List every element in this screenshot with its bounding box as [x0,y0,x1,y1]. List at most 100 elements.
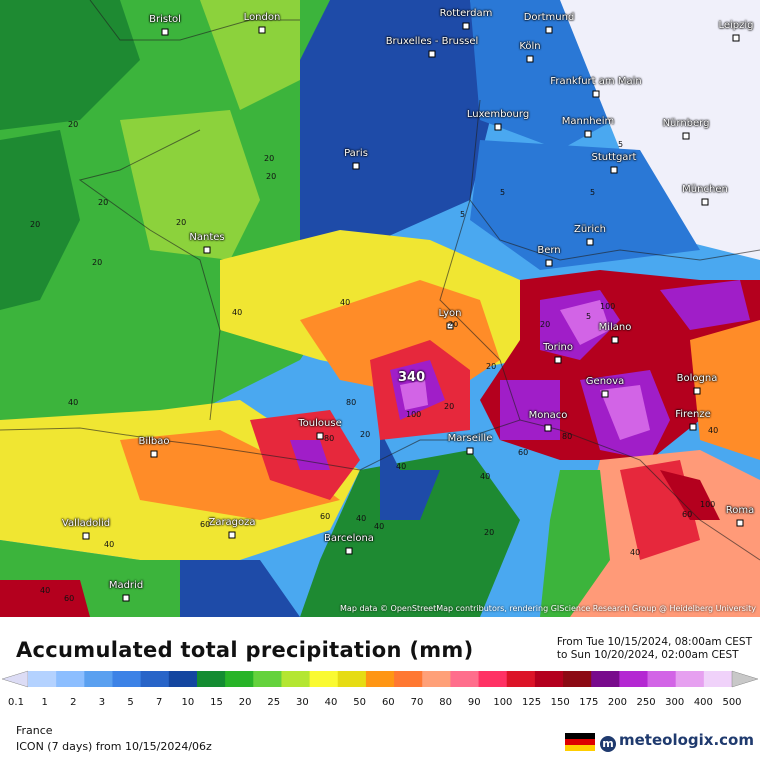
contour-value-label: 5 [618,140,624,149]
zone-violet-genova [600,385,650,440]
border-line-3 [359,419,760,561]
time-period: From Tue 10/15/2024, 08:00am CEST to Sun… [557,636,752,662]
region-name: France [16,724,53,737]
contour-value-label: 60 [682,510,693,519]
contour-value-label: 20 [30,220,41,229]
zone-purple-lombardia [660,280,750,330]
city-label: Nürnberg [662,118,710,129]
contour-value-label: 40 [40,586,51,595]
chart-title: Accumulated total precipitation (mm) [16,638,474,662]
city-label: Firenze [675,409,711,420]
city-marker [682,132,690,140]
legend-swatch [309,671,339,687]
zone-blue-switzerland [470,140,700,270]
border-line-5 [439,199,521,421]
legend-tick-label: 100 [493,697,513,708]
city-marker [446,322,454,330]
legend-swatch [422,671,451,687]
legend-tick-label: 175 [579,697,599,708]
zone-dark-green-mediterranean [300,450,520,617]
legend-swatch [84,671,113,687]
city-marker [203,246,211,254]
contour-value-label: 40 [68,398,79,407]
city-label: Madrid [108,580,144,591]
contour-value-label: 20 [448,320,459,329]
legend-tick-label: 20 [238,697,252,708]
legend-swatch [365,671,395,687]
contour-value-label: 80 [346,398,357,407]
brand-globe-icon: m [600,736,616,752]
legend-tick-label: 7 [156,697,163,708]
city-label: Toulouse [298,418,342,429]
city-marker [228,531,236,539]
contour-value-label: 20 [264,154,275,163]
legend-tick-label: 90 [467,697,481,708]
city-marker [352,162,360,170]
city-marker [494,123,502,131]
city-label: Rotterdam [439,8,493,19]
zone-dark-blue-gulf [380,430,440,520]
city-label: Bruxelles - Brussel [385,36,479,47]
city-marker [161,28,169,36]
city-label: Mannheim [561,116,615,127]
peak-value-label: 340 [398,370,426,385]
contour-value-label: 100 [406,410,422,419]
legend-tick-label: 150 [550,697,570,708]
city-marker [345,547,353,555]
city-marker [545,26,553,34]
city-marker [545,259,553,267]
legend-tick-label: 2 [70,697,77,708]
contour-value-label: 20 [176,218,187,227]
legend-swatch [56,671,85,687]
contour-value-label: 40 [374,522,385,531]
contour-value-label: 60 [320,512,331,521]
contour-value-label: 40 [340,298,351,307]
contour-value-label: 100 [700,500,716,509]
city-label: Zaragoza [208,517,256,528]
brand-logo[interactable]: m meteologix.com [600,731,754,752]
city-marker [689,423,697,431]
city-marker [316,432,324,440]
period-to: to Sun 10/20/2024, 02:00am CEST [556,649,739,661]
city-marker [736,519,744,527]
contour-value-label: 60 [518,448,529,457]
border-line-2 [78,129,221,421]
zone-white-germany [560,0,760,260]
contour-value-label: 20 [68,120,79,129]
legend-swatch [225,671,254,687]
border-line-1 [89,0,300,41]
legend-tick-label: 80 [439,697,452,708]
contour-value-label: 5 [460,210,466,219]
legend-tick-label: 60 [381,697,395,708]
legend-tick-label: 300 [665,697,685,708]
city-marker [701,198,709,206]
legend-tick-label: 250 [636,697,656,708]
legend-swatch [140,671,170,687]
precipitation-map[interactable]: Bristol London Rotterdam Dortmund Leipzig Bru… [0,0,760,617]
city-marker [466,447,474,455]
zone-purple-toulouse [290,440,330,470]
city-marker [693,387,701,395]
city-label: Marseille [447,433,493,444]
legend-swatch [534,671,564,687]
contour-value-label: 40 [356,514,367,523]
city-label: Bristol [149,14,181,25]
city-marker [732,34,740,42]
contour-value-label: 20 [486,362,497,371]
city-marker [428,50,436,58]
contour-value-label: 100 [600,302,616,311]
contour-value-label: 20 [444,402,455,411]
city-marker [592,90,600,98]
city-label: Stuttgart [591,152,637,163]
city-label: Milano [598,322,632,333]
contour-value-label: 20 [98,198,109,207]
legend-swatch [394,671,423,687]
legend-colorbar [2,670,758,688]
legend-swatch [563,671,592,687]
legend-swatch [337,671,367,687]
legend-arrow-high [731,670,758,688]
city-label: Bilbao [138,436,170,447]
city-label: Barcelona [324,533,374,544]
legend-tick-label: 125 [521,697,542,708]
zone-crimson-tuscany [660,470,720,520]
